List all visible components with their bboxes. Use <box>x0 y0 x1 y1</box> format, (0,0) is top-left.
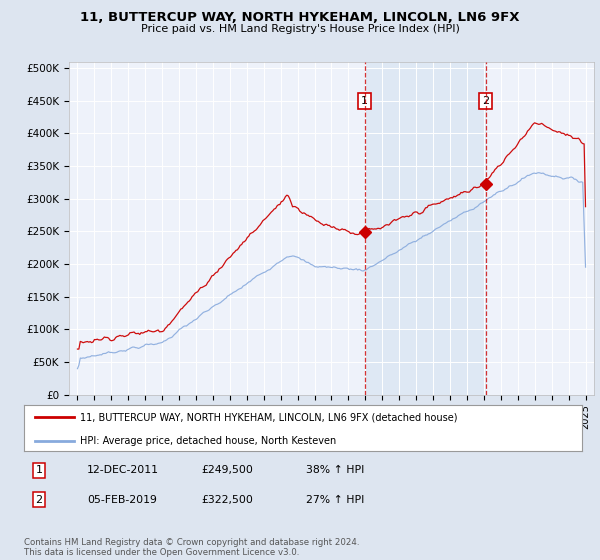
Text: 2: 2 <box>35 494 43 505</box>
Bar <box>365 62 485 395</box>
Text: 38% ↑ HPI: 38% ↑ HPI <box>306 465 364 475</box>
Text: HPI: Average price, detached house, North Kesteven: HPI: Average price, detached house, Nort… <box>80 436 336 446</box>
Text: 11, BUTTERCUP WAY, NORTH HYKEHAM, LINCOLN, LN6 9FX (detached house): 11, BUTTERCUP WAY, NORTH HYKEHAM, LINCOL… <box>80 412 457 422</box>
Text: Price paid vs. HM Land Registry's House Price Index (HPI): Price paid vs. HM Land Registry's House … <box>140 24 460 34</box>
Text: £249,500: £249,500 <box>201 465 253 475</box>
Text: 1: 1 <box>361 96 368 106</box>
Text: 27% ↑ HPI: 27% ↑ HPI <box>306 494 364 505</box>
Text: 12-DEC-2011: 12-DEC-2011 <box>87 465 159 475</box>
Text: 05-FEB-2019: 05-FEB-2019 <box>87 494 157 505</box>
Text: 1: 1 <box>35 465 43 475</box>
Text: 11, BUTTERCUP WAY, NORTH HYKEHAM, LINCOLN, LN6 9FX: 11, BUTTERCUP WAY, NORTH HYKEHAM, LINCOL… <box>80 11 520 24</box>
Text: 2: 2 <box>482 96 489 106</box>
Text: Contains HM Land Registry data © Crown copyright and database right 2024.
This d: Contains HM Land Registry data © Crown c… <box>24 538 359 557</box>
Text: £322,500: £322,500 <box>201 494 253 505</box>
